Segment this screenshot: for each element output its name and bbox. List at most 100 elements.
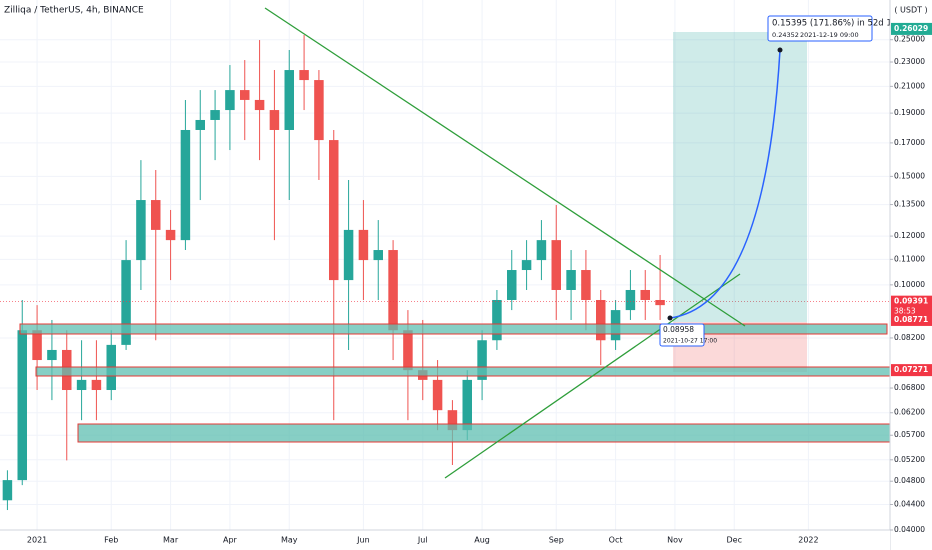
candle-body xyxy=(195,119,205,130)
y-tick-label: 0.17000 xyxy=(894,138,925,147)
candle-body xyxy=(269,110,280,130)
projection-label: 0.15395 (171.86%) in 52d 16h xyxy=(772,19,903,29)
price-tag xyxy=(891,295,932,318)
axis-unit: ( USDT ) xyxy=(894,6,927,15)
y-tick-label: 0.06200 xyxy=(894,408,925,417)
candle-body xyxy=(225,90,235,111)
y-tick-label: 0.12000 xyxy=(894,231,925,240)
candle-body xyxy=(76,379,87,391)
entry-box xyxy=(659,323,705,347)
x-tick-label: Nov xyxy=(667,536,683,545)
candle-body xyxy=(492,299,502,341)
candle-body xyxy=(254,99,265,111)
y-tick-label: 0.21000 xyxy=(894,81,925,90)
candle-body xyxy=(17,330,27,481)
y-tick-label: 0.08200 xyxy=(894,333,925,342)
price-tag-label: 0.26029 xyxy=(894,24,928,33)
x-tick-label: 2021 xyxy=(27,536,47,545)
y-tick-label: 0.04000 xyxy=(894,525,925,534)
trend-line xyxy=(444,273,741,479)
y-tick-label: 0.05700 xyxy=(894,430,925,439)
candle-body xyxy=(121,260,131,345)
x-tick-label: Aug xyxy=(474,536,490,545)
y-tick-label: 0.10000 xyxy=(894,280,925,289)
price-tag xyxy=(891,313,932,326)
projection-box xyxy=(767,15,873,42)
candle-body xyxy=(284,70,294,130)
candle-body xyxy=(32,330,42,361)
candle-body xyxy=(388,250,398,331)
candle-body xyxy=(180,129,191,241)
y-tick-label: 0.13500 xyxy=(894,200,925,209)
x-tick-label: 2022 xyxy=(798,536,818,545)
candle-body xyxy=(655,299,665,306)
support-zone xyxy=(35,366,932,377)
candle-body xyxy=(566,270,576,290)
candle-body xyxy=(640,289,650,300)
trend-line xyxy=(264,7,746,327)
x-axis-panel xyxy=(0,530,890,550)
candle-body xyxy=(136,200,146,261)
price-tag xyxy=(891,22,932,35)
y-tick-label: 0.11000 xyxy=(894,254,925,263)
target-price: 0.24352 xyxy=(772,31,799,39)
candle-body xyxy=(521,260,532,271)
candle-body xyxy=(165,229,176,241)
candle-body xyxy=(240,90,250,100)
x-tick-label: Jul xyxy=(417,536,428,545)
candle-body xyxy=(447,410,458,431)
anchor-point xyxy=(777,47,783,53)
anchor-point xyxy=(667,315,673,321)
y-tick-label: 0.25000 xyxy=(894,35,925,44)
y-tick-label: 0.15000 xyxy=(894,171,925,180)
entry-price: 0.08958 xyxy=(663,325,694,334)
y-axis-panel xyxy=(890,0,932,550)
target-date: 2021-12-19 09:00 xyxy=(800,31,859,39)
candle-body xyxy=(314,80,324,141)
x-tick-label: Apr xyxy=(223,536,238,545)
x-tick-label: Sep xyxy=(549,536,564,545)
candle-body xyxy=(151,200,161,230)
candle-body xyxy=(343,229,354,281)
candle-body xyxy=(432,379,443,411)
candle-body xyxy=(536,240,547,261)
candle-body xyxy=(2,480,13,501)
axes: 0.25000 0.23000 0.21000 0.19000 0.17000 0.150… xyxy=(27,22,932,545)
candle-body xyxy=(551,240,561,290)
candle-body xyxy=(462,379,472,431)
price-tag-label: 0.07271 xyxy=(894,365,928,374)
y-tick-label: 0.04400 xyxy=(894,500,925,509)
projection-curve xyxy=(669,49,781,319)
candle-body xyxy=(91,379,102,391)
price-tag xyxy=(891,364,932,377)
candle-body xyxy=(477,340,487,380)
candle-body xyxy=(210,110,220,120)
x-tick-label: May xyxy=(281,536,298,545)
candle-body xyxy=(403,330,413,371)
y-tick-label: 0.05200 xyxy=(894,455,925,464)
price-countdown: 38:53 xyxy=(894,307,916,316)
y-tick-label: 0.06800 xyxy=(894,383,925,392)
chart-title: Zilliqa / TetherUS, 4h, BINANCE xyxy=(4,6,144,16)
support-zone xyxy=(19,323,888,335)
candle-body xyxy=(581,270,591,300)
target-zone xyxy=(673,32,807,322)
x-tick-label: Feb xyxy=(104,536,118,545)
y-tick-label: 0.19000 xyxy=(894,108,925,117)
x-tick-label: Dec xyxy=(727,536,742,545)
x-tick-label: Mar xyxy=(163,536,179,545)
candle-body xyxy=(596,299,606,341)
candle-body xyxy=(358,229,369,261)
entry-date: 2021-10-27 17:00 xyxy=(663,338,717,345)
price-tag-label: 0.08771 xyxy=(894,315,928,324)
candle-body xyxy=(625,289,636,311)
price-tag-label: 0.09391 xyxy=(894,297,928,306)
candle-body xyxy=(373,250,383,261)
y-tick-label: 0.23000 xyxy=(894,57,925,66)
candle-body xyxy=(299,70,309,81)
candle-body xyxy=(329,140,339,281)
y-tick-label: 0.04800 xyxy=(894,476,925,485)
candle-body xyxy=(507,270,517,300)
